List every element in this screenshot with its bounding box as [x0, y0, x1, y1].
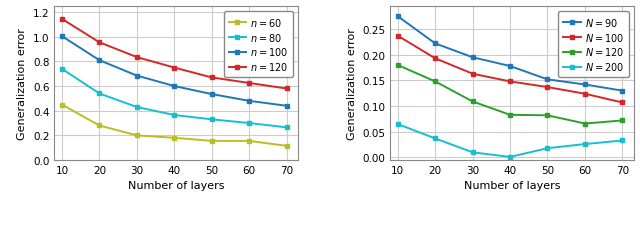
$N = 200$ [394, 123, 401, 126]
$n = 80$ [58, 68, 66, 71]
Legend: $N = 90$, $N = 100$, $N = 120$, $N = 200$: $N = 90$, $N = 100$, $N = 120$, $N = 200… [559, 12, 628, 78]
$N = 200$ [543, 147, 551, 150]
$N = 100$ [581, 93, 589, 96]
Line: $N = 120$: $N = 120$ [396, 63, 625, 126]
$N = 90$ [618, 90, 626, 93]
Line: $N = 100$: $N = 100$ [396, 34, 625, 105]
$N = 90$ [506, 65, 514, 68]
$n = 80$ [170, 114, 178, 117]
$n = 120$ [245, 82, 253, 85]
$n = 60$ [58, 104, 66, 106]
$n = 80$ [95, 93, 103, 95]
$N = 200$ [506, 156, 514, 159]
Line: $N = 200$: $N = 200$ [396, 122, 625, 160]
$N = 120$ [543, 114, 551, 117]
$N = 200$ [618, 139, 626, 142]
$N = 100$ [543, 86, 551, 89]
$n = 60$ [133, 134, 141, 137]
Line: $N = 90$: $N = 90$ [396, 15, 625, 94]
Y-axis label: Generalization error: Generalization error [17, 28, 28, 139]
$N = 120$ [468, 101, 476, 103]
$N = 100$ [618, 102, 626, 104]
$N = 100$ [506, 81, 514, 83]
$n = 60$ [245, 140, 253, 143]
$N = 90$ [543, 79, 551, 81]
$n = 100$ [95, 60, 103, 62]
Line: $n = 60$: $n = 60$ [60, 103, 289, 149]
$N = 120$ [581, 123, 589, 125]
$n = 120$ [133, 56, 141, 59]
$N = 100$ [394, 35, 401, 38]
$n = 120$ [283, 88, 291, 90]
$N = 120$ [618, 120, 626, 122]
X-axis label: Number of layers: Number of layers [128, 181, 225, 191]
$n = 60$ [208, 140, 216, 143]
$n = 100$ [170, 85, 178, 88]
$N = 100$ [468, 73, 476, 76]
Y-axis label: Generalization error: Generalization error [347, 28, 356, 139]
Line: $n = 80$: $n = 80$ [60, 67, 289, 130]
$N = 120$ [431, 81, 439, 83]
$n = 80$ [245, 122, 253, 125]
$n = 100$ [245, 100, 253, 103]
$N = 90$ [431, 43, 439, 46]
$n = 60$ [170, 137, 178, 140]
$n = 120$ [95, 42, 103, 44]
$n = 120$ [58, 18, 66, 21]
$n = 120$ [208, 77, 216, 79]
$N = 200$ [431, 137, 439, 140]
Line: $n = 120$: $n = 120$ [60, 17, 289, 92]
Legend: $n = 60$, $n = 80$, $n = 100$, $n = 120$: $n = 60$, $n = 80$, $n = 100$, $n = 120$ [224, 12, 293, 78]
$n = 60$ [283, 145, 291, 147]
$n = 100$ [208, 93, 216, 96]
$N = 90$ [581, 84, 589, 87]
$N = 200$ [468, 151, 476, 154]
$N = 200$ [581, 143, 589, 146]
$N = 90$ [394, 16, 401, 19]
$N = 100$ [431, 58, 439, 60]
$n = 100$ [58, 35, 66, 38]
$n = 100$ [133, 75, 141, 78]
X-axis label: Number of layers: Number of layers [463, 181, 560, 191]
$n = 80$ [283, 126, 291, 129]
$n = 80$ [208, 118, 216, 121]
$n = 120$ [170, 67, 178, 70]
$N = 120$ [506, 114, 514, 117]
$n = 100$ [283, 105, 291, 108]
$N = 120$ [394, 64, 401, 67]
$n = 60$ [95, 125, 103, 127]
Line: $n = 100$: $n = 100$ [60, 35, 289, 109]
$N = 90$ [468, 57, 476, 59]
$n = 80$ [133, 106, 141, 109]
